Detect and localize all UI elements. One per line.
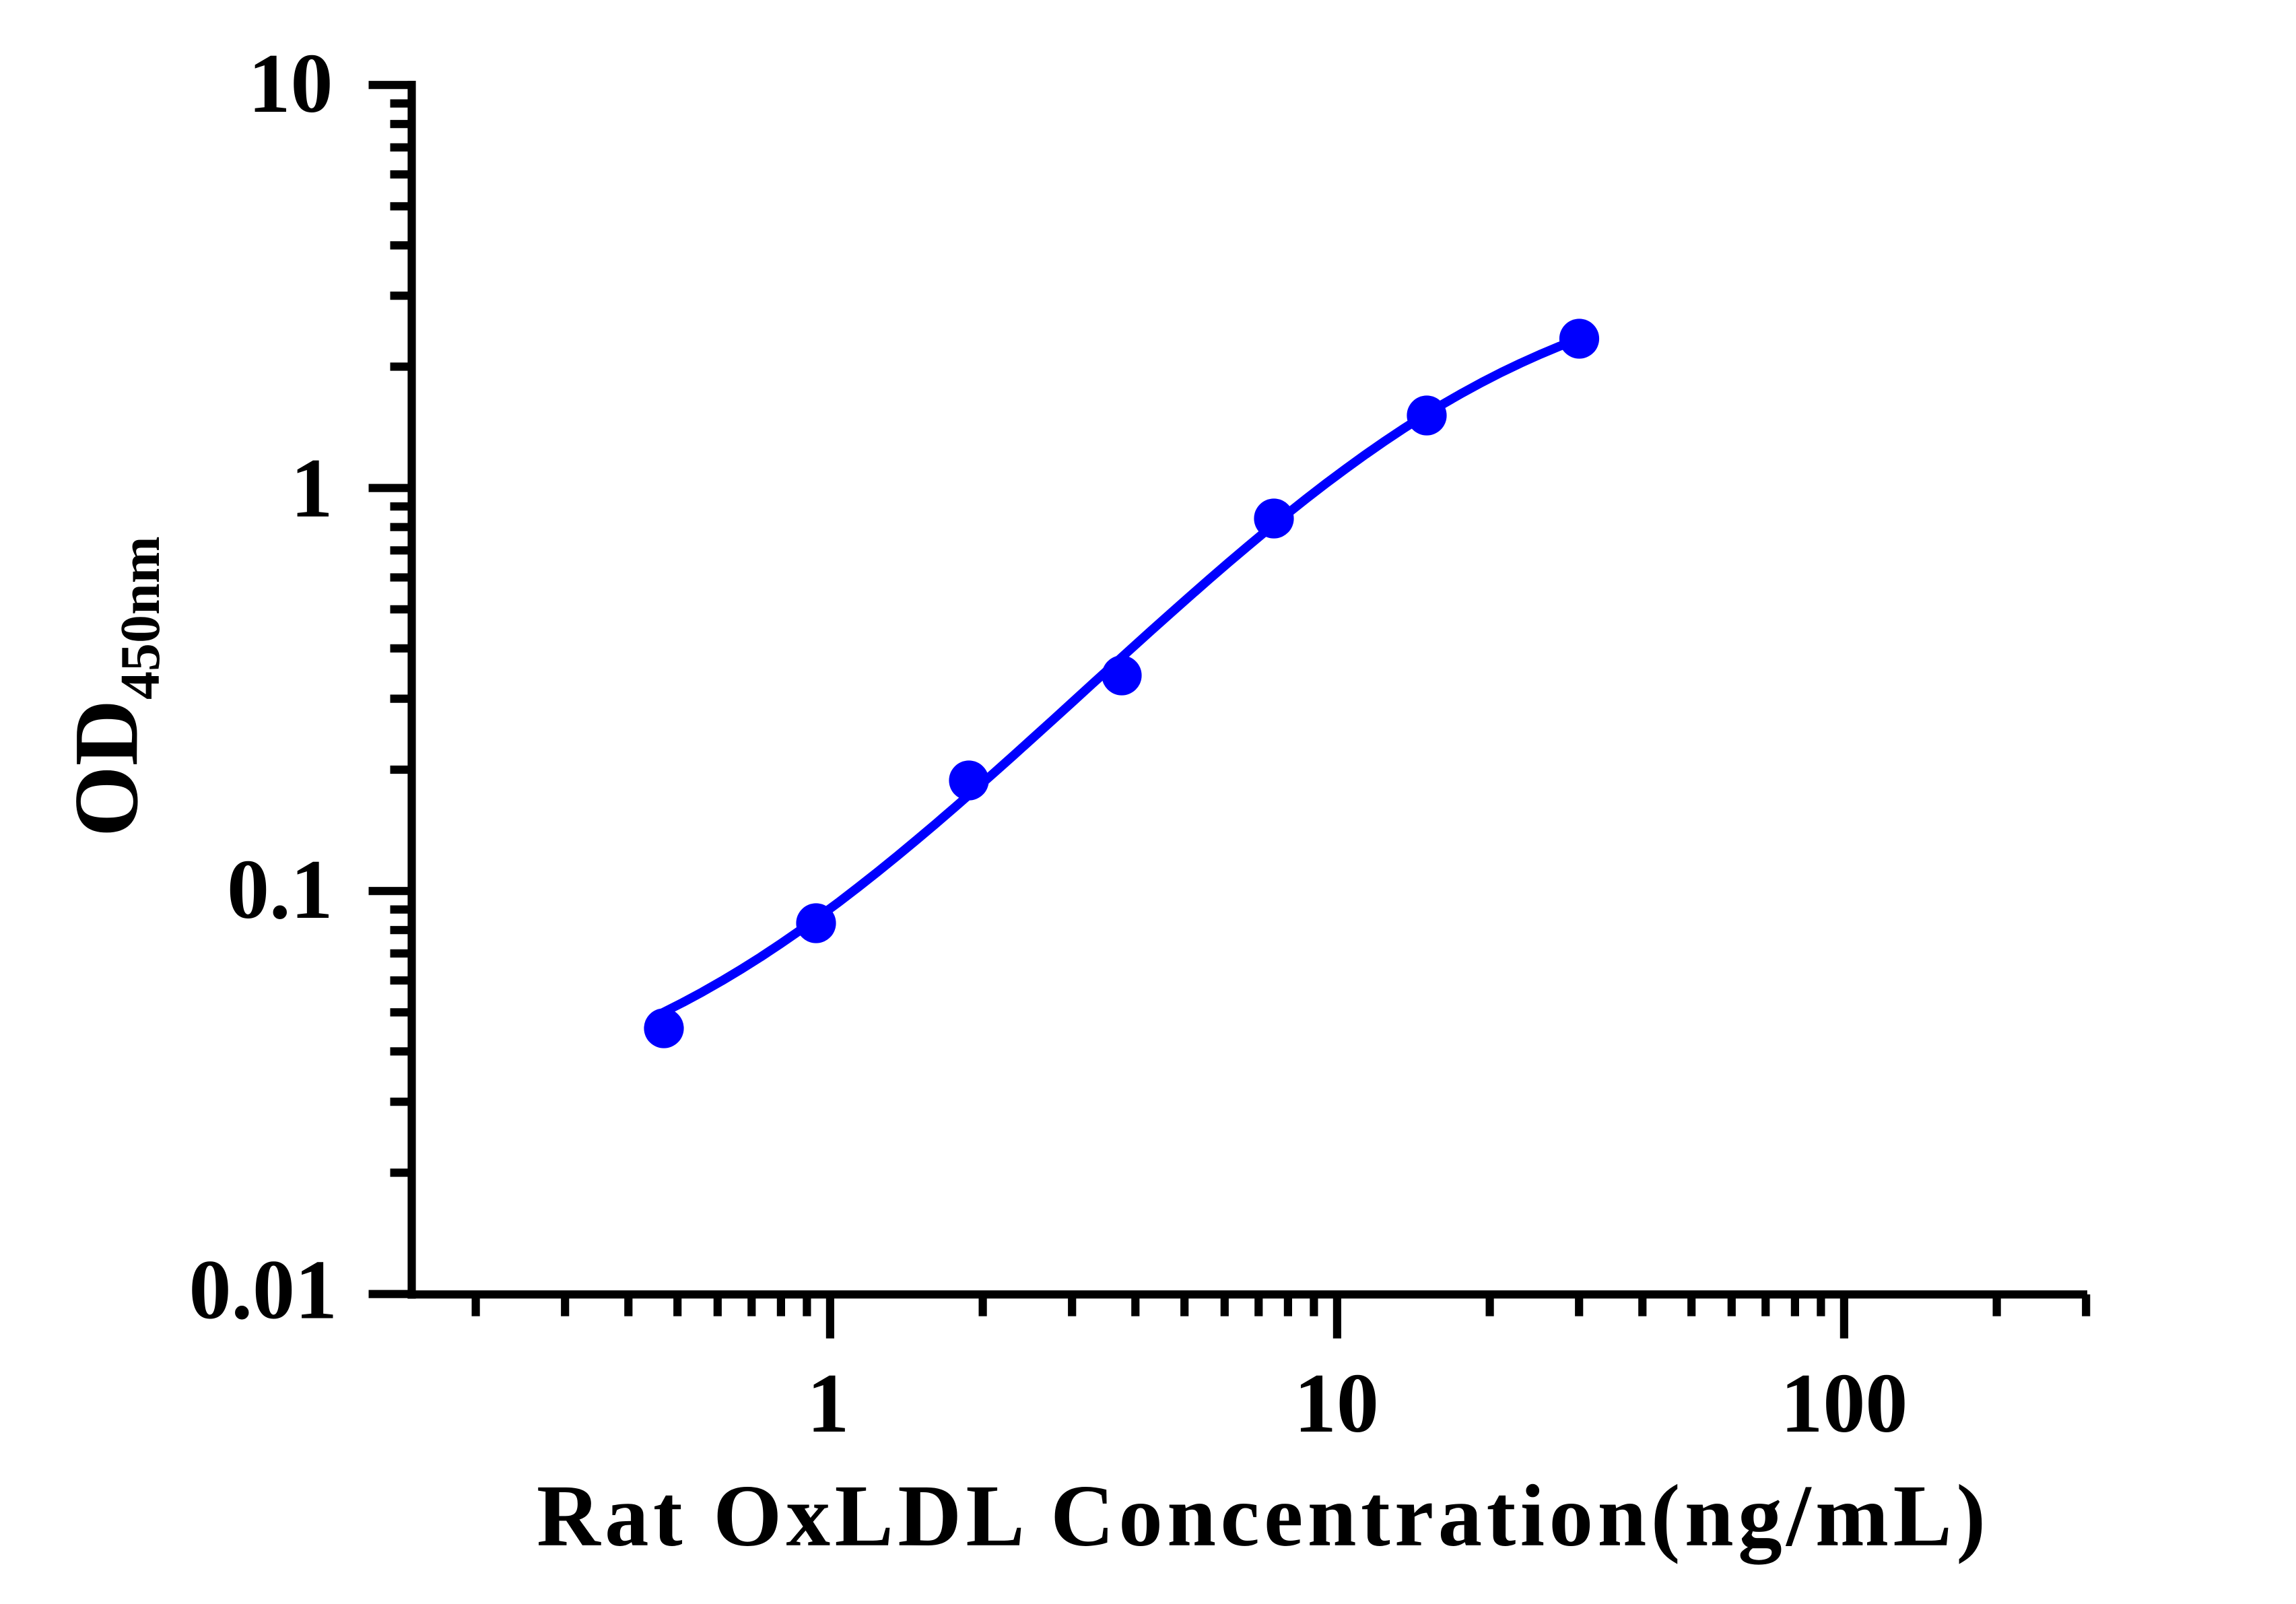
svg-text:1: 1: [291, 442, 333, 535]
svg-text:10: 10: [1294, 1357, 1379, 1450]
svg-text:OD450nm: OD450nm: [56, 536, 172, 837]
svg-text:0.01: 0.01: [189, 1244, 338, 1337]
svg-text:10: 10: [248, 37, 333, 131]
svg-text:100: 100: [1780, 1357, 1907, 1450]
svg-text:1: 1: [807, 1357, 849, 1450]
svg-text:0.1: 0.1: [227, 843, 333, 937]
